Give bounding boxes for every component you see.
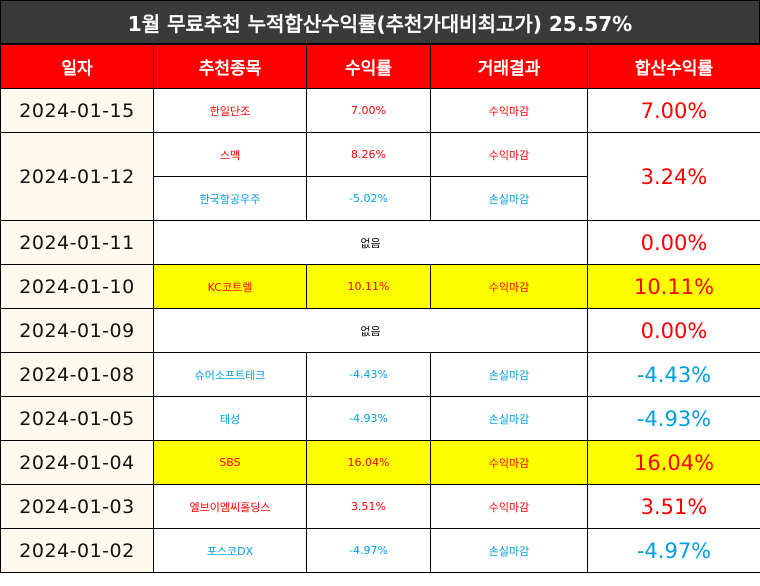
header-result: 거래결과	[430, 44, 588, 89]
total-cell: 16.04%	[587, 440, 760, 485]
result-cell: 수익마감	[430, 88, 588, 133]
total-cell: -4.97%	[587, 528, 760, 573]
header-stock: 추천종목	[153, 44, 307, 89]
date-cell: 2024-01-08	[0, 352, 154, 397]
total-cell: 0.00%	[587, 308, 760, 353]
result-cell: 손실마감	[430, 528, 588, 573]
header-total: 합산수익률	[587, 44, 760, 89]
rate-cell: -4.43%	[306, 352, 431, 397]
page-title: 1월 무료추천 누적합산수익률(추천가대비최고가) 25.57%	[0, 0, 760, 44]
table-row: 2024-01-08 슈어소프트테크 -4.43% 손실마감 -4.43%	[0, 352, 760, 397]
table-row: 한국항공우주 -5.02% 손실마감	[1, 176, 760, 221]
rate-cell: 7.00%	[306, 88, 431, 133]
date-cell: 2024-01-15	[0, 88, 154, 133]
result-cell: 손실마감	[430, 396, 588, 441]
total-cell: 10.11%	[587, 264, 760, 309]
total-cell: 3.51%	[587, 484, 760, 529]
result-cell: 수익마감	[430, 264, 588, 309]
table-row: 2024-01-12 스맥 8.26% 수익마감 3.24%	[0, 132, 760, 221]
result-cell: 수익마감	[430, 132, 588, 177]
result-cell: 손실마감	[430, 176, 588, 221]
total-cell: 0.00%	[587, 220, 760, 265]
stock-cell: SBS	[153, 440, 307, 485]
rate-cell: -4.93%	[306, 396, 431, 441]
total-cell: 3.24%	[587, 132, 760, 221]
stock-cell: 한국항공우주	[153, 176, 307, 221]
table-row: 2024-01-02 포스코DX -4.97% 손실마감 -4.97%	[0, 528, 760, 573]
rate-cell: 16.04%	[306, 440, 431, 485]
date-cell: 2024-01-11	[0, 220, 154, 265]
date-cell: 2024-01-03	[0, 484, 154, 529]
date-cell: 2024-01-04	[0, 440, 154, 485]
total-cell: -4.43%	[587, 352, 760, 397]
total-cell: 7.00%	[587, 88, 760, 133]
stock-cell: KC코트렐	[153, 264, 307, 309]
table-row: 2024-01-05 태성 -4.93% 손실마감 -4.93%	[0, 396, 760, 441]
none-cell: 없음	[153, 220, 588, 265]
header-date: 일자	[0, 44, 154, 89]
table-row: 2024-01-11 없음 0.00%	[0, 220, 760, 265]
stock-cell: 포스코DX	[153, 528, 307, 573]
table-row: 2024-01-09 없음 0.00%	[0, 308, 760, 353]
date-cell: 2024-01-09	[0, 308, 154, 353]
stock-cell: 한일단조	[153, 88, 307, 133]
date-cell: 2024-01-05	[0, 396, 154, 441]
stock-cell: 태성	[153, 396, 307, 441]
stock-cell: 슈어소프트테크	[153, 352, 307, 397]
header-row: 일자 추천종목 수익률 거래결과 합산수익률	[0, 44, 760, 89]
total-cell: -4.93%	[587, 396, 760, 441]
stock-cell: 스맥	[153, 132, 307, 177]
rate-cell: 3.51%	[306, 484, 431, 529]
result-cell: 손실마감	[430, 352, 588, 397]
table-row: 2024-01-04 SBS 16.04% 수익마감 16.04%	[0, 440, 760, 485]
date-cell: 2024-01-10	[0, 264, 154, 309]
none-cell: 없음	[153, 308, 588, 353]
date-cell: 2024-01-12	[0, 132, 154, 221]
table-row: 2024-01-10 KC코트렐 10.11% 수익마감 10.11%	[0, 264, 760, 309]
table-row: 2024-01-03 엘브이엠씨홀딩스 3.51% 수익마감 3.51%	[0, 484, 760, 529]
result-cell: 수익마감	[430, 440, 588, 485]
results-table: 일자 추천종목 수익률 거래결과 합산수익률 2024-01-15 한일단조 7…	[0, 44, 760, 573]
rate-cell: -4.97%	[306, 528, 431, 573]
rate-cell: 10.11%	[306, 264, 431, 309]
rate-cell: -5.02%	[306, 176, 431, 221]
table-row: 2024-01-15 한일단조 7.00% 수익마감 7.00%	[0, 88, 760, 133]
rate-cell: 8.26%	[306, 132, 431, 177]
header-rate: 수익률	[306, 44, 431, 89]
stock-cell: 엘브이엠씨홀딩스	[153, 484, 307, 529]
result-cell: 수익마감	[430, 484, 588, 529]
date-cell: 2024-01-02	[0, 528, 154, 573]
